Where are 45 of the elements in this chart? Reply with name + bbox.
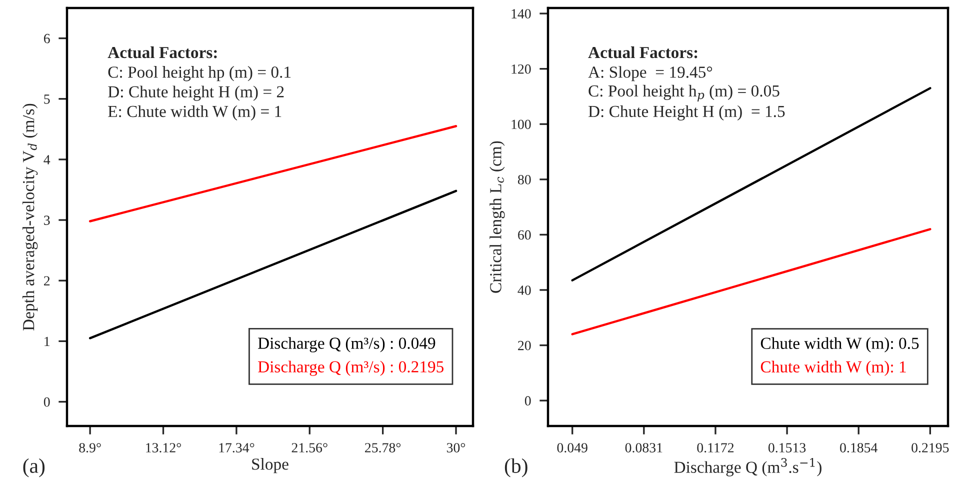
y-tick-label: 60	[518, 230, 531, 240]
annotation: D: Chute Height H (m) = 1.5	[588, 105, 785, 120]
annotation: D: Chute height H (m) = 2	[108, 86, 284, 101]
y-tick-label: 20	[518, 340, 531, 350]
x-tick-label: 0.1172	[697, 443, 734, 452]
x-tick-label: 0.2195	[912, 443, 949, 452]
x-tick-label: 8.9°	[79, 443, 101, 452]
text: (a)	[23, 458, 45, 478]
y-tick-label: 40	[518, 286, 531, 295]
annotation: E: Chute width W (m) = 1	[108, 105, 282, 120]
x-tick-label: 25.78°	[365, 443, 401, 452]
text: Discharge Q (m³/s) : 0.2195	[258, 360, 444, 376]
x-tick-label: 21.56°	[292, 443, 328, 452]
text: Chute width W (m): 1	[760, 360, 906, 376]
text: (b)	[504, 458, 528, 478]
y-tick-label: 1	[44, 336, 50, 346]
y-tick-label: 4	[44, 155, 50, 164]
text: Discharge Q (m³/s) : 0.049	[258, 337, 436, 352]
y-tick-label: 2	[44, 276, 50, 286]
annotation: Actual Factors:	[588, 46, 698, 58]
y-tick-label: 100	[512, 120, 531, 130]
x-tick-label: 30°	[446, 443, 466, 452]
y-tick-label: 120	[512, 64, 531, 74]
x-axis-title: Discharge Q (m$^{3}$.s$^{−1}$)	[674, 458, 822, 476]
x-tick-label: 0.049	[557, 443, 588, 452]
y-axis-title: Depth averaged-velocity V$_{d}$ (m/s)	[22, 104, 38, 331]
y-axis-title: Critical length L$_{c}$ (cm)	[490, 141, 505, 293]
y-tick-label: 80	[518, 174, 531, 184]
y-tick-label: 140	[512, 9, 531, 18]
y-tick-label: 5	[44, 94, 50, 104]
x-tick-label: 0.0831	[625, 443, 662, 452]
y-tick-label: 0	[44, 397, 50, 407]
annotation: C: Pool height hp (m) = 0.1	[108, 66, 291, 82]
x-tick-label: 0.1854	[840, 443, 878, 452]
annotation: A: Slope = 19.45°	[588, 66, 712, 82]
x-tick-label: 17.34°	[219, 443, 254, 452]
annotation: Actual Factors:	[108, 46, 217, 58]
annotation: C: Pool height h$_{p}$ (m) = 0.05	[588, 84, 780, 102]
x-axis-title: Slope	[252, 458, 288, 474]
y-tick-label: 0	[524, 396, 531, 406]
x-tick-label: 13.12°	[146, 443, 181, 452]
x-tick-label: 0.1513	[768, 443, 806, 452]
y-tick-label: 3	[44, 216, 50, 225]
text: Chute width W (m): 0.5	[760, 337, 919, 352]
y-tick-label: 6	[44, 34, 50, 44]
